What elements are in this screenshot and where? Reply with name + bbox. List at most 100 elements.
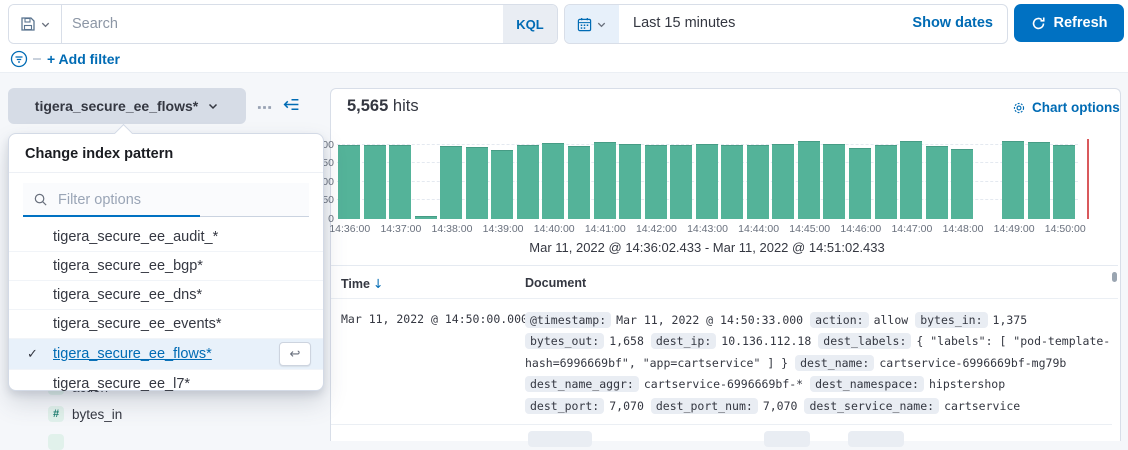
field-name-badge: dest_namespace:: [810, 376, 924, 393]
index-pattern-option[interactable]: tigera_secure_ee_l7*: [9, 369, 323, 398]
histogram-bar[interactable]: [1002, 140, 1025, 219]
index-pattern-option-label: tigera_secure_ee_events*: [53, 316, 222, 332]
histogram-bar[interactable]: [797, 140, 820, 219]
field-value: Mar 11, 2022 @ 14:50:33.000: [616, 312, 804, 327]
histogram-bar[interactable]: [670, 145, 693, 219]
column-header-document: Document: [525, 276, 587, 290]
index-pattern-option[interactable]: tigera_secure_ee_events*: [9, 309, 323, 338]
field-type-token-partial: [48, 434, 64, 450]
histogram-bar[interactable]: [414, 215, 437, 219]
x-axis-tick-label: 14:39:00: [482, 223, 524, 235]
histogram-bar[interactable]: [823, 143, 846, 219]
index-pattern-option[interactable]: tigera_secure_ee_dns*: [9, 280, 323, 309]
field-value: cartservice-6996669bf-*: [643, 377, 804, 392]
field-value: hipstershop: [928, 377, 1006, 392]
scrollbar-thumb[interactable]: [1112, 272, 1117, 282]
filter-menu-button[interactable]: [10, 50, 28, 68]
time-picker: Last 15 minutes Show dates: [564, 4, 1008, 44]
index-pattern-popover: Change index pattern tigera_secure_ee_au…: [8, 133, 324, 392]
histogram-bar[interactable]: [695, 143, 718, 219]
index-pattern-option[interactable]: tigera_secure_ee_audit_*: [9, 223, 323, 251]
time-range-value[interactable]: Last 15 minutes: [633, 15, 736, 31]
histogram-bar[interactable]: [900, 141, 923, 219]
filter-options-input[interactable]: [56, 190, 309, 209]
field-name-badge: dest_service_name:: [804, 397, 940, 414]
calendar-icon: [577, 17, 592, 31]
index-pattern-option-label: tigera_secure_ee_audit_*: [53, 229, 219, 245]
y-axis-tick-label: 0: [328, 213, 334, 225]
histogram-bar[interactable]: [1027, 142, 1050, 219]
hits-value: 5,565: [347, 97, 389, 115]
return-key-icon: ↩: [279, 342, 311, 366]
field-name-badge: bytes_out:: [525, 333, 605, 350]
histogram-bar[interactable]: [542, 143, 565, 219]
row-divider: [331, 424, 1112, 425]
histogram-bar[interactable]: [338, 145, 360, 219]
histogram-bar[interactable]: [363, 145, 386, 219]
field-label: bytes_in: [72, 406, 123, 422]
index-pattern-option[interactable]: ✓ tigera_secure_ee_flows* ↩: [9, 338, 323, 369]
field-value: { "labels": [ "pod-template-: [916, 334, 1111, 349]
x-axis-tick-label: 14:37:00: [380, 223, 422, 235]
x-axis-tick-label: 14:50:00: [1044, 223, 1086, 235]
x-axis-tick-label: 14:36:00: [329, 223, 371, 235]
field-value: cartservice-6996669bf-mg79b: [879, 355, 1067, 370]
row-time-value: Mar 11, 2022 @ 14:50:00.000: [341, 312, 528, 326]
document-line: dest_port: 7,070 dest_port_num: 7,070 dest_s…: [525, 395, 1115, 417]
chart-options-label: Chart options: [1032, 100, 1120, 115]
search-input[interactable]: [62, 5, 503, 43]
saved-query-menu-button[interactable]: [9, 5, 62, 43]
histogram-bar[interactable]: [593, 142, 616, 219]
x-axis-tick-label: 14:44:00: [738, 223, 780, 235]
document-cell[interactable]: @timestamp: Mar 11, 2022 @ 14:50:33.000 ac…: [525, 309, 1115, 417]
popover-title: Change index pattern: [9, 134, 323, 173]
chevron-down-icon: [41, 22, 49, 27]
field-name-badge: dest_labels:: [818, 333, 912, 350]
chart-options-button[interactable]: Chart options: [1012, 100, 1120, 115]
index-pattern-option[interactable]: tigera_secure_ee_bgp*: [9, 251, 323, 280]
field-name-badge: bytes_in:: [915, 311, 988, 328]
column-header-time[interactable]: Time ↓: [341, 276, 383, 291]
histogram-bar[interactable]: [772, 144, 795, 219]
index-pattern-option-label: tigera_secure_ee_flows*: [53, 346, 212, 362]
histogram-bar[interactable]: [925, 146, 948, 219]
x-axis-tick-label: 14:40:00: [533, 223, 575, 235]
histogram-bar[interactable]: [721, 144, 744, 219]
histogram-bar[interactable]: [516, 145, 539, 219]
field-name-badge-partial: [764, 431, 810, 447]
index-pattern-switcher-button[interactable]: tigera_secure_ee_flows*: [8, 88, 246, 124]
field-value: hash=6996669bf", "app=cartservice" ] }: [525, 355, 789, 370]
histogram-bar[interactable]: [567, 146, 590, 219]
sort-descending-icon[interactable]: ↓: [372, 276, 384, 291]
refresh-icon: [1032, 17, 1045, 29]
more-options-icon[interactable]: [257, 100, 272, 115]
histogram-bar[interactable]: [746, 144, 769, 219]
add-filter-link[interactable]: + Add filter: [47, 51, 120, 67]
histogram-bar[interactable]: [619, 143, 642, 219]
kql-language-button[interactable]: KQL: [503, 5, 557, 43]
show-dates-link[interactable]: Show dates: [912, 15, 993, 31]
filter-options-field: [23, 183, 309, 217]
histogram-bar[interactable]: [1053, 145, 1076, 219]
histogram-bar[interactable]: [389, 145, 412, 219]
field-value: 7,070: [762, 398, 798, 413]
document-line: hash=6996669bf", "app=cartservice" ] } de…: [525, 352, 1115, 374]
index-pattern-label: tigera_secure_ee_flows*: [34, 98, 199, 114]
calendar-menu-button[interactable]: [565, 5, 619, 43]
field-name-badge: dest_name:: [795, 354, 875, 371]
collapse-sidebar-icon[interactable]: [283, 96, 300, 113]
histogram-bar[interactable]: [440, 145, 463, 219]
histogram-bar[interactable]: [465, 147, 488, 219]
histogram-bar[interactable]: [644, 144, 667, 219]
search-icon: [34, 193, 47, 206]
histogram: [337, 139, 1089, 219]
y-axis-tick-label: 50: [322, 194, 334, 207]
sidebar-field-bytes-in[interactable]: # bytes_in: [48, 406, 122, 422]
x-axis-tick-label: 14:42:00: [635, 223, 677, 235]
histogram-bar[interactable]: [491, 149, 514, 219]
histogram-bar[interactable]: [951, 148, 974, 219]
hits-label: hits: [392, 97, 419, 115]
histogram-bar[interactable]: [874, 145, 897, 219]
histogram-bar[interactable]: [849, 148, 872, 219]
refresh-button[interactable]: Refresh: [1014, 4, 1124, 42]
